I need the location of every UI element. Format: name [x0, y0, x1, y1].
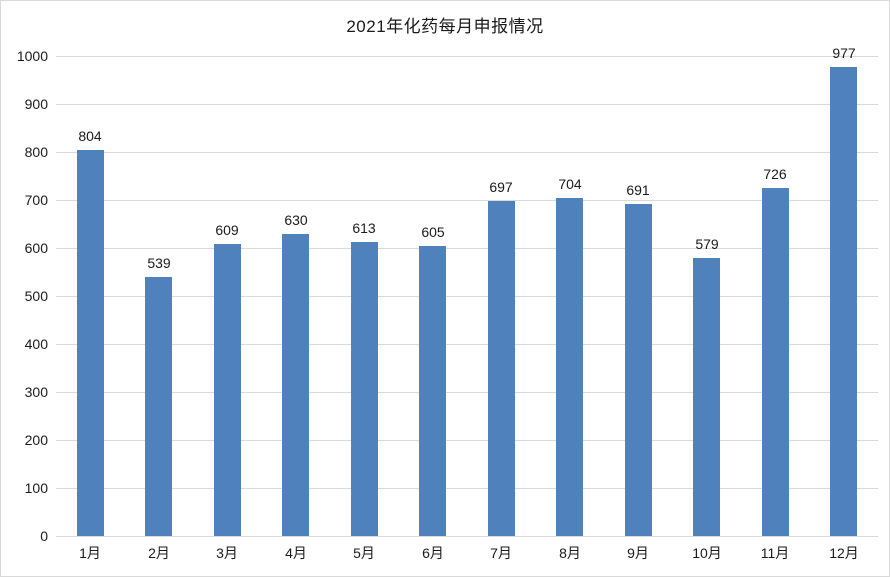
y-gridline: [56, 200, 878, 201]
x-axis-tick-label: 10月: [692, 545, 722, 561]
x-axis-tick-label: 9月: [627, 545, 649, 561]
bar-value-label: 539: [147, 255, 171, 271]
bar-value-label: 609: [215, 222, 239, 238]
y-gridline: [56, 536, 878, 537]
chart-title: 2021年化药每月申报情况: [346, 17, 544, 36]
bar: [351, 242, 378, 536]
x-axis-tick-label: 12月: [829, 545, 859, 561]
bar: [214, 244, 241, 536]
y-axis-tick-label: 0: [40, 528, 48, 544]
x-axis-tick-label: 8月: [559, 545, 581, 561]
bar: [488, 201, 515, 536]
bar: [145, 277, 172, 536]
bar: [693, 258, 720, 536]
y-gridline: [56, 296, 878, 297]
bar: [419, 246, 446, 536]
y-gridline: [56, 392, 878, 393]
y-gridline: [56, 104, 878, 105]
y-axis-tick-label: 500: [24, 288, 48, 304]
bar: [830, 67, 857, 536]
y-axis-tick-label: 600: [24, 240, 48, 256]
y-gridline: [56, 488, 878, 489]
bar-value-label: 697: [489, 179, 513, 195]
y-axis-tick-label: 700: [24, 192, 48, 208]
y-axis-tick-label: 100: [24, 480, 48, 496]
x-axis-tick-label: 7月: [490, 545, 512, 561]
y-axis-tick-label: 1000: [16, 48, 48, 64]
bar-value-label: 704: [558, 176, 582, 192]
bar-value-label: 613: [352, 220, 376, 236]
bar-value-label: 630: [284, 212, 308, 228]
y-axis-tick-label: 800: [24, 144, 48, 160]
y-gridline: [56, 248, 878, 249]
bar: [282, 234, 309, 536]
x-axis-tick-label: 3月: [216, 545, 238, 561]
bar: [625, 204, 652, 536]
y-gridline: [56, 344, 878, 345]
bar-value-label: 804: [78, 128, 102, 144]
y-axis-tick-label: 400: [24, 336, 48, 352]
y-axis-tick-label: 300: [24, 384, 48, 400]
y-axis-tick-label: 900: [24, 96, 48, 112]
x-axis-tick-label: 6月: [422, 545, 444, 561]
bar-value-label: 977: [832, 45, 856, 61]
y-gridline: [56, 152, 878, 153]
x-axis-tick-label: 5月: [353, 545, 375, 561]
bar: [762, 188, 789, 536]
y-axis-tick-label: 200: [24, 432, 48, 448]
y-gridline: [56, 440, 878, 441]
x-axis-tick-label: 2月: [148, 545, 170, 561]
bar-value-label: 605: [421, 224, 445, 240]
bar: [556, 198, 583, 536]
x-axis-tick-label: 1月: [79, 545, 101, 561]
y-gridline: [56, 56, 878, 57]
bar-value-label: 726: [763, 166, 787, 182]
x-axis-tick-label: 11月: [760, 545, 790, 561]
bar: [77, 150, 104, 536]
x-axis-tick-label: 4月: [285, 545, 307, 561]
bar-value-label: 579: [695, 236, 719, 252]
bar-value-label: 691: [626, 182, 650, 198]
